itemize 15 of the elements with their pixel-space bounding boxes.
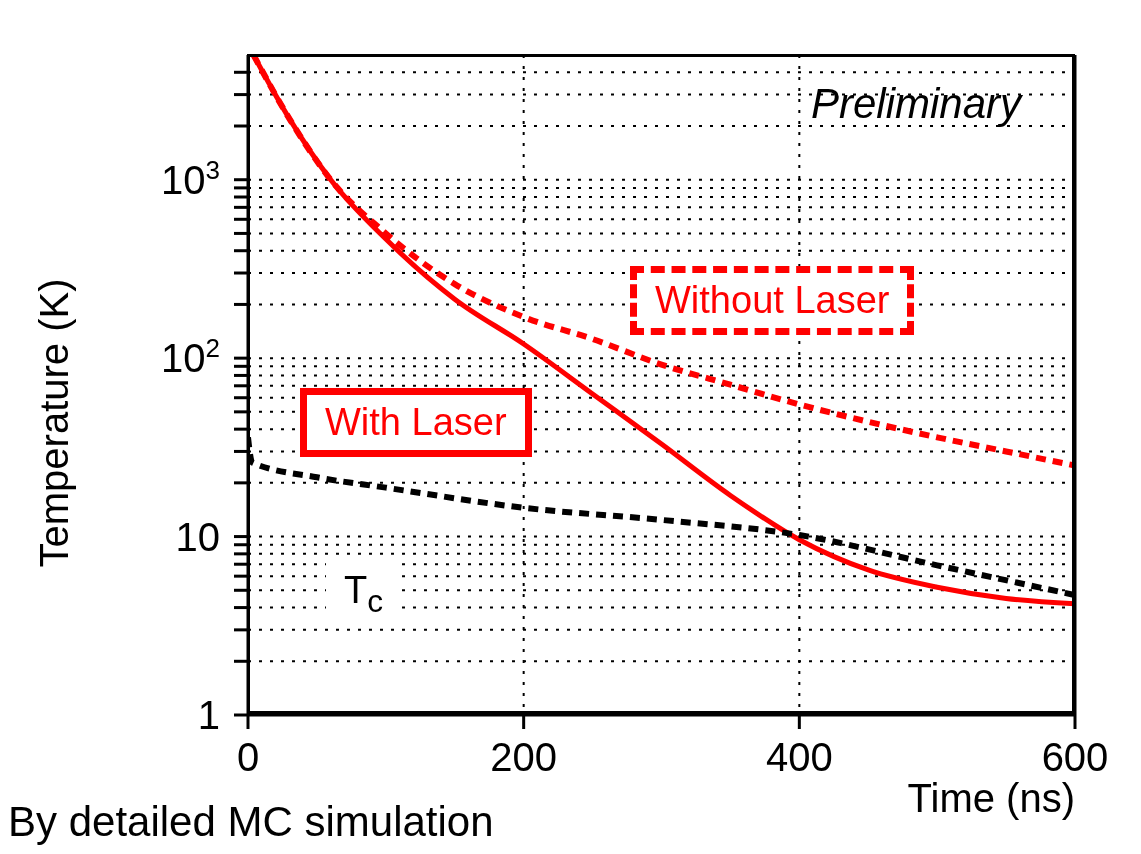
x-tick-label: 400 — [765, 735, 833, 779]
text: T$_{c}$ — [326, 563, 402, 626]
x-tick-label: 600 — [1041, 735, 1109, 779]
y-tick-label: 10$^{2}$ — [161, 333, 220, 381]
text: By detailed MC simulation — [8, 798, 494, 846]
x-axis-title: Time (ns) — [907, 776, 1075, 821]
x-tick-label: 200 — [490, 735, 558, 779]
series-label: With Laser — [300, 388, 532, 457]
y-tick-label: 1 — [197, 693, 220, 737]
y-tick-label: 10 — [175, 514, 220, 559]
y-axis-title: Temperature (K) — [31, 278, 77, 568]
y-tick-label: 10$^{3}$ — [161, 154, 220, 202]
x-tick-label: 0 — [236, 735, 260, 779]
series-label: Without Laser — [630, 266, 915, 335]
annotation: Preliminary — [810, 80, 1021, 128]
